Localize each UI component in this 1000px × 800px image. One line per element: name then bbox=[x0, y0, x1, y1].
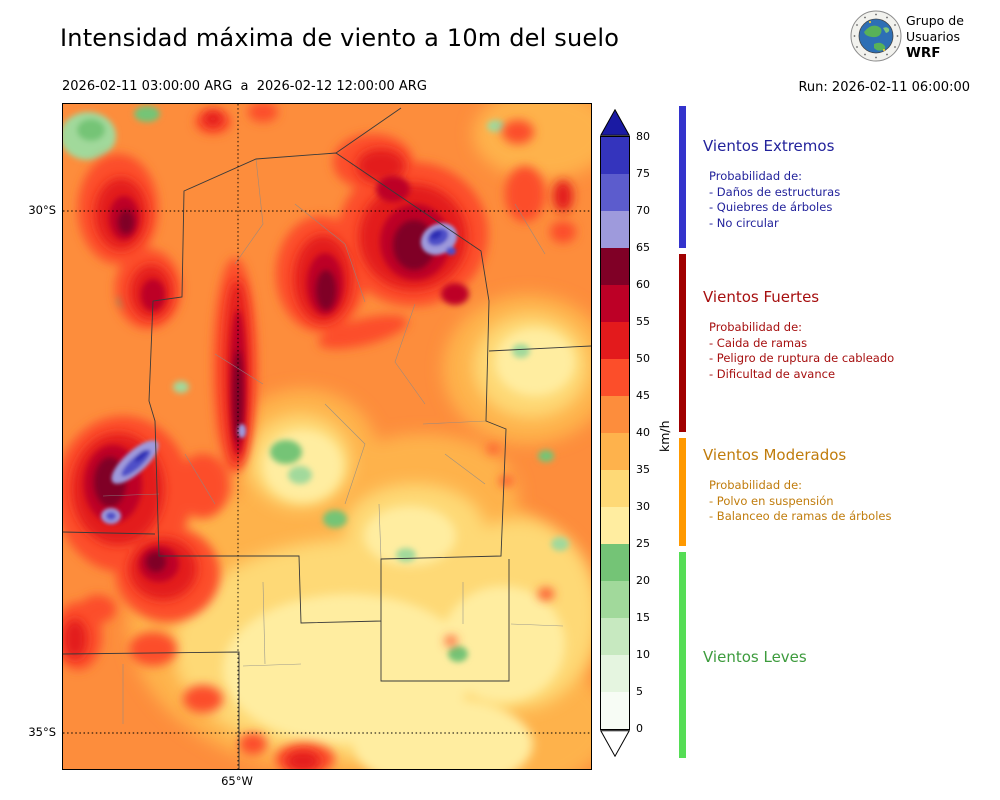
colorbar-segment bbox=[601, 618, 629, 655]
colorbar-segment bbox=[601, 507, 629, 544]
valid-range-label: 2026-02-11 03:00:00 ARG a 2026-02-12 12:… bbox=[62, 79, 427, 94]
colorbar-unit-label: km/h bbox=[657, 420, 672, 452]
lat-label-35s: 35°S bbox=[28, 725, 56, 739]
wind-map-svg bbox=[63, 104, 591, 769]
colorbar: 80 75 70 65 60 55 50 45 40 35 30 25 20 1… bbox=[600, 108, 692, 770]
colorbar-segment bbox=[601, 248, 629, 285]
colorbar-tick-label: 30 bbox=[636, 500, 650, 513]
colorbar-tick-label: 55 bbox=[636, 315, 650, 328]
legend-prob-title: Probabilidad de: bbox=[709, 320, 803, 334]
page-title: Intensidad máxima de viento a 10m del su… bbox=[60, 24, 620, 52]
legend-bar-moderados bbox=[679, 438, 686, 546]
colorbar-tick-label: 5 bbox=[636, 685, 643, 698]
colorbar-segment bbox=[601, 285, 629, 322]
legend-item: - Caida de ramas bbox=[709, 335, 808, 350]
legend-title-extremos: Vientos Extremos bbox=[703, 137, 835, 155]
logo-line-1: Grupo de bbox=[906, 13, 964, 28]
graticule-lines bbox=[63, 104, 591, 769]
colorbar-segment bbox=[601, 174, 629, 211]
colorbar-tick-label: 60 bbox=[636, 278, 650, 291]
lat-label-30s: 30°S bbox=[28, 203, 56, 217]
logo-text: Grupo de Usuarios WRF bbox=[906, 13, 964, 61]
legend-item: - Dificultad de avance bbox=[709, 366, 836, 381]
legend-title-leves: Vientos Leves bbox=[703, 648, 807, 666]
legend-item: - Quiebres de árboles bbox=[709, 200, 833, 214]
legend-title-moderados: Vientos Moderados bbox=[703, 446, 847, 464]
legend-bar-fuertes bbox=[679, 254, 686, 432]
legend-item: - Daños de estructuras bbox=[709, 184, 841, 199]
legend-body-fuertes: Probabilidad de: - Caida de ramas - Peli… bbox=[709, 320, 979, 382]
colorbar-segment bbox=[601, 470, 629, 507]
legend-prob-title: Probabilidad de: bbox=[709, 478, 803, 492]
lon-label-65w: 65°W bbox=[221, 774, 253, 788]
legend-bar-leves bbox=[679, 552, 686, 758]
colorbar-tick-label: 45 bbox=[636, 389, 650, 402]
legend-body-moderados: Probabilidad de: - Polvo en suspensión -… bbox=[709, 478, 979, 525]
colorbar-tick-label: 25 bbox=[636, 537, 650, 550]
colorbar-tick-label: 35 bbox=[636, 463, 650, 476]
colorbar-segment bbox=[601, 655, 629, 692]
globe-icon bbox=[850, 10, 902, 62]
colorbar-over-arrow-icon bbox=[600, 109, 630, 136]
colorbar-segment bbox=[601, 211, 629, 248]
legend-body-extremos: Probabilidad de: - Daños de estructuras … bbox=[709, 169, 979, 231]
legend-item: - Peligro de ruptura de cableado bbox=[709, 351, 895, 365]
logo-line-2: Usuarios bbox=[906, 29, 961, 44]
logo-line-wrf: WRF bbox=[906, 45, 941, 61]
department-boundaries bbox=[102, 158, 564, 724]
colorbar-tick-label: 50 bbox=[636, 352, 650, 365]
legend-bar-extremos bbox=[679, 106, 686, 248]
wind-map bbox=[62, 103, 592, 770]
colorbar-scale bbox=[600, 136, 630, 730]
colorbar-segment bbox=[601, 433, 629, 470]
colorbar-tick-label: 15 bbox=[636, 611, 650, 624]
legend-item: - No circular bbox=[709, 215, 779, 230]
colorbar-tick-label: 75 bbox=[636, 167, 650, 180]
colorbar-tick-label: 20 bbox=[636, 574, 650, 587]
colorbar-segment bbox=[601, 692, 629, 729]
colorbar-tick-label: 10 bbox=[636, 648, 650, 661]
province-boundaries bbox=[63, 107, 591, 769]
legend-item: - Polvo en suspensión bbox=[709, 493, 834, 508]
colorbar-segment bbox=[601, 322, 629, 359]
colorbar-segment bbox=[601, 137, 629, 174]
colorbar-segment bbox=[601, 544, 629, 581]
colorbar-segment bbox=[601, 359, 629, 396]
model-run-label: Run: 2026-02-11 06:00:00 bbox=[798, 80, 970, 95]
legend-prob-title: Probabilidad de: bbox=[709, 169, 803, 183]
wrf-logo bbox=[850, 10, 902, 66]
legend-item: - Balanceo de ramas de árboles bbox=[709, 509, 892, 523]
colorbar-tick-label: 40 bbox=[636, 426, 650, 439]
colorbar-tick-label: 80 bbox=[636, 130, 650, 143]
legend-title-fuertes: Vientos Fuertes bbox=[703, 288, 820, 306]
colorbar-segment bbox=[601, 396, 629, 433]
colorbar-tick-label: 70 bbox=[636, 204, 650, 217]
colorbar-segment bbox=[601, 581, 629, 618]
colorbar-under-arrow-icon bbox=[600, 730, 630, 757]
colorbar-tick-label: 0 bbox=[636, 722, 643, 735]
colorbar-tick-label: 65 bbox=[636, 241, 650, 254]
